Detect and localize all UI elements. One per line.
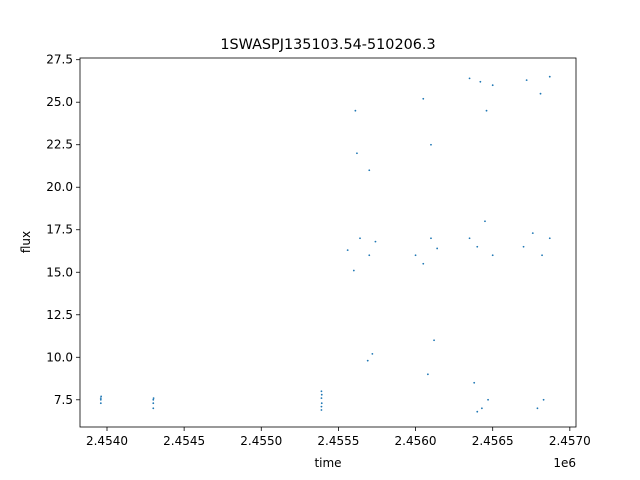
- y-axis-label: flux: [19, 231, 33, 253]
- y-tick-label: 12.5: [46, 308, 73, 322]
- data-point: [352, 269, 355, 272]
- data-point: [320, 393, 323, 396]
- data-point: [99, 402, 102, 405]
- y-tick-label: 17.5: [46, 223, 73, 237]
- data-point: [152, 398, 155, 401]
- data-point: [368, 169, 371, 172]
- x-tick-label: 2.4560: [395, 434, 437, 448]
- x-tick-label: 2.4570: [549, 434, 591, 448]
- data-point: [320, 405, 323, 408]
- data-point: [525, 79, 528, 82]
- data-point: [320, 390, 323, 393]
- data-point: [531, 232, 534, 235]
- data-point: [320, 397, 323, 399]
- data-point: [346, 249, 349, 252]
- data-point: [374, 240, 377, 243]
- data-point: [366, 359, 369, 362]
- data-point: [100, 395, 103, 398]
- data-point: [426, 373, 429, 376]
- data-point: [433, 339, 435, 342]
- data-point: [487, 398, 489, 401]
- data-point: [542, 398, 545, 401]
- data-point: [430, 237, 432, 240]
- x-axis: 2.4540 2.4545 2.4550 2.4555 2.4560 2.4565 2.45…: [86, 427, 591, 448]
- data-point: [320, 402, 323, 405]
- data-point: [359, 237, 361, 240]
- data-point: [371, 352, 374, 355]
- data-point: [480, 407, 483, 410]
- y-tick-label: 15.0: [46, 265, 73, 279]
- data-point: [422, 97, 425, 100]
- data-point: [485, 109, 488, 112]
- data-points: [99, 75, 551, 413]
- x-tick-label: 2.4550: [240, 434, 282, 448]
- y-tick-label: 7.5: [54, 393, 73, 407]
- y-tick-label: 25.0: [46, 95, 73, 109]
- y-tick-label: 10.0: [46, 350, 73, 364]
- data-point: [368, 254, 371, 257]
- y-tick-label: 22.5: [46, 138, 73, 152]
- data-point: [548, 75, 551, 78]
- y-tick-label: 27.5: [46, 53, 73, 67]
- data-point: [152, 397, 155, 399]
- data-point: [548, 237, 551, 240]
- data-point: [356, 152, 358, 155]
- data-point: [491, 254, 494, 257]
- data-point: [476, 245, 479, 248]
- data-point: [414, 254, 417, 257]
- chart-title: 1SWASPJ135103.54-510206.3: [220, 37, 435, 53]
- data-point: [476, 410, 479, 413]
- data-point: [152, 402, 155, 405]
- data-point: [536, 407, 539, 410]
- data-point: [541, 254, 543, 257]
- data-point: [479, 80, 482, 83]
- data-point: [468, 237, 471, 240]
- data-point: [468, 77, 471, 80]
- data-point: [99, 397, 102, 399]
- x-tick-label: 2.4565: [472, 434, 514, 448]
- data-point: [539, 92, 542, 95]
- data-point: [354, 109, 357, 112]
- data-point: [320, 409, 323, 411]
- data-point: [430, 143, 432, 146]
- y-tick-label: 20.0: [46, 180, 73, 194]
- data-point: [152, 407, 155, 410]
- plot-frame: [79, 57, 577, 428]
- data-point: [522, 245, 525, 248]
- data-point: [484, 220, 486, 223]
- x-tick-label: 2.4555: [317, 434, 359, 448]
- y-axis: 7.5 10.0 12.5 15.0 17.5 20.0 22.5 25.0 27.5: [46, 53, 80, 407]
- data-point: [436, 247, 439, 250]
- data-point: [422, 262, 425, 265]
- x-axis-label: time: [314, 456, 341, 470]
- data-point: [491, 84, 494, 87]
- x-tick-label: 2.4540: [86, 434, 128, 448]
- data-point: [473, 381, 476, 384]
- x-tick-label: 2.4545: [163, 434, 205, 448]
- data-point: [99, 398, 102, 401]
- x-axis-offset-label: 1e6: [553, 456, 576, 470]
